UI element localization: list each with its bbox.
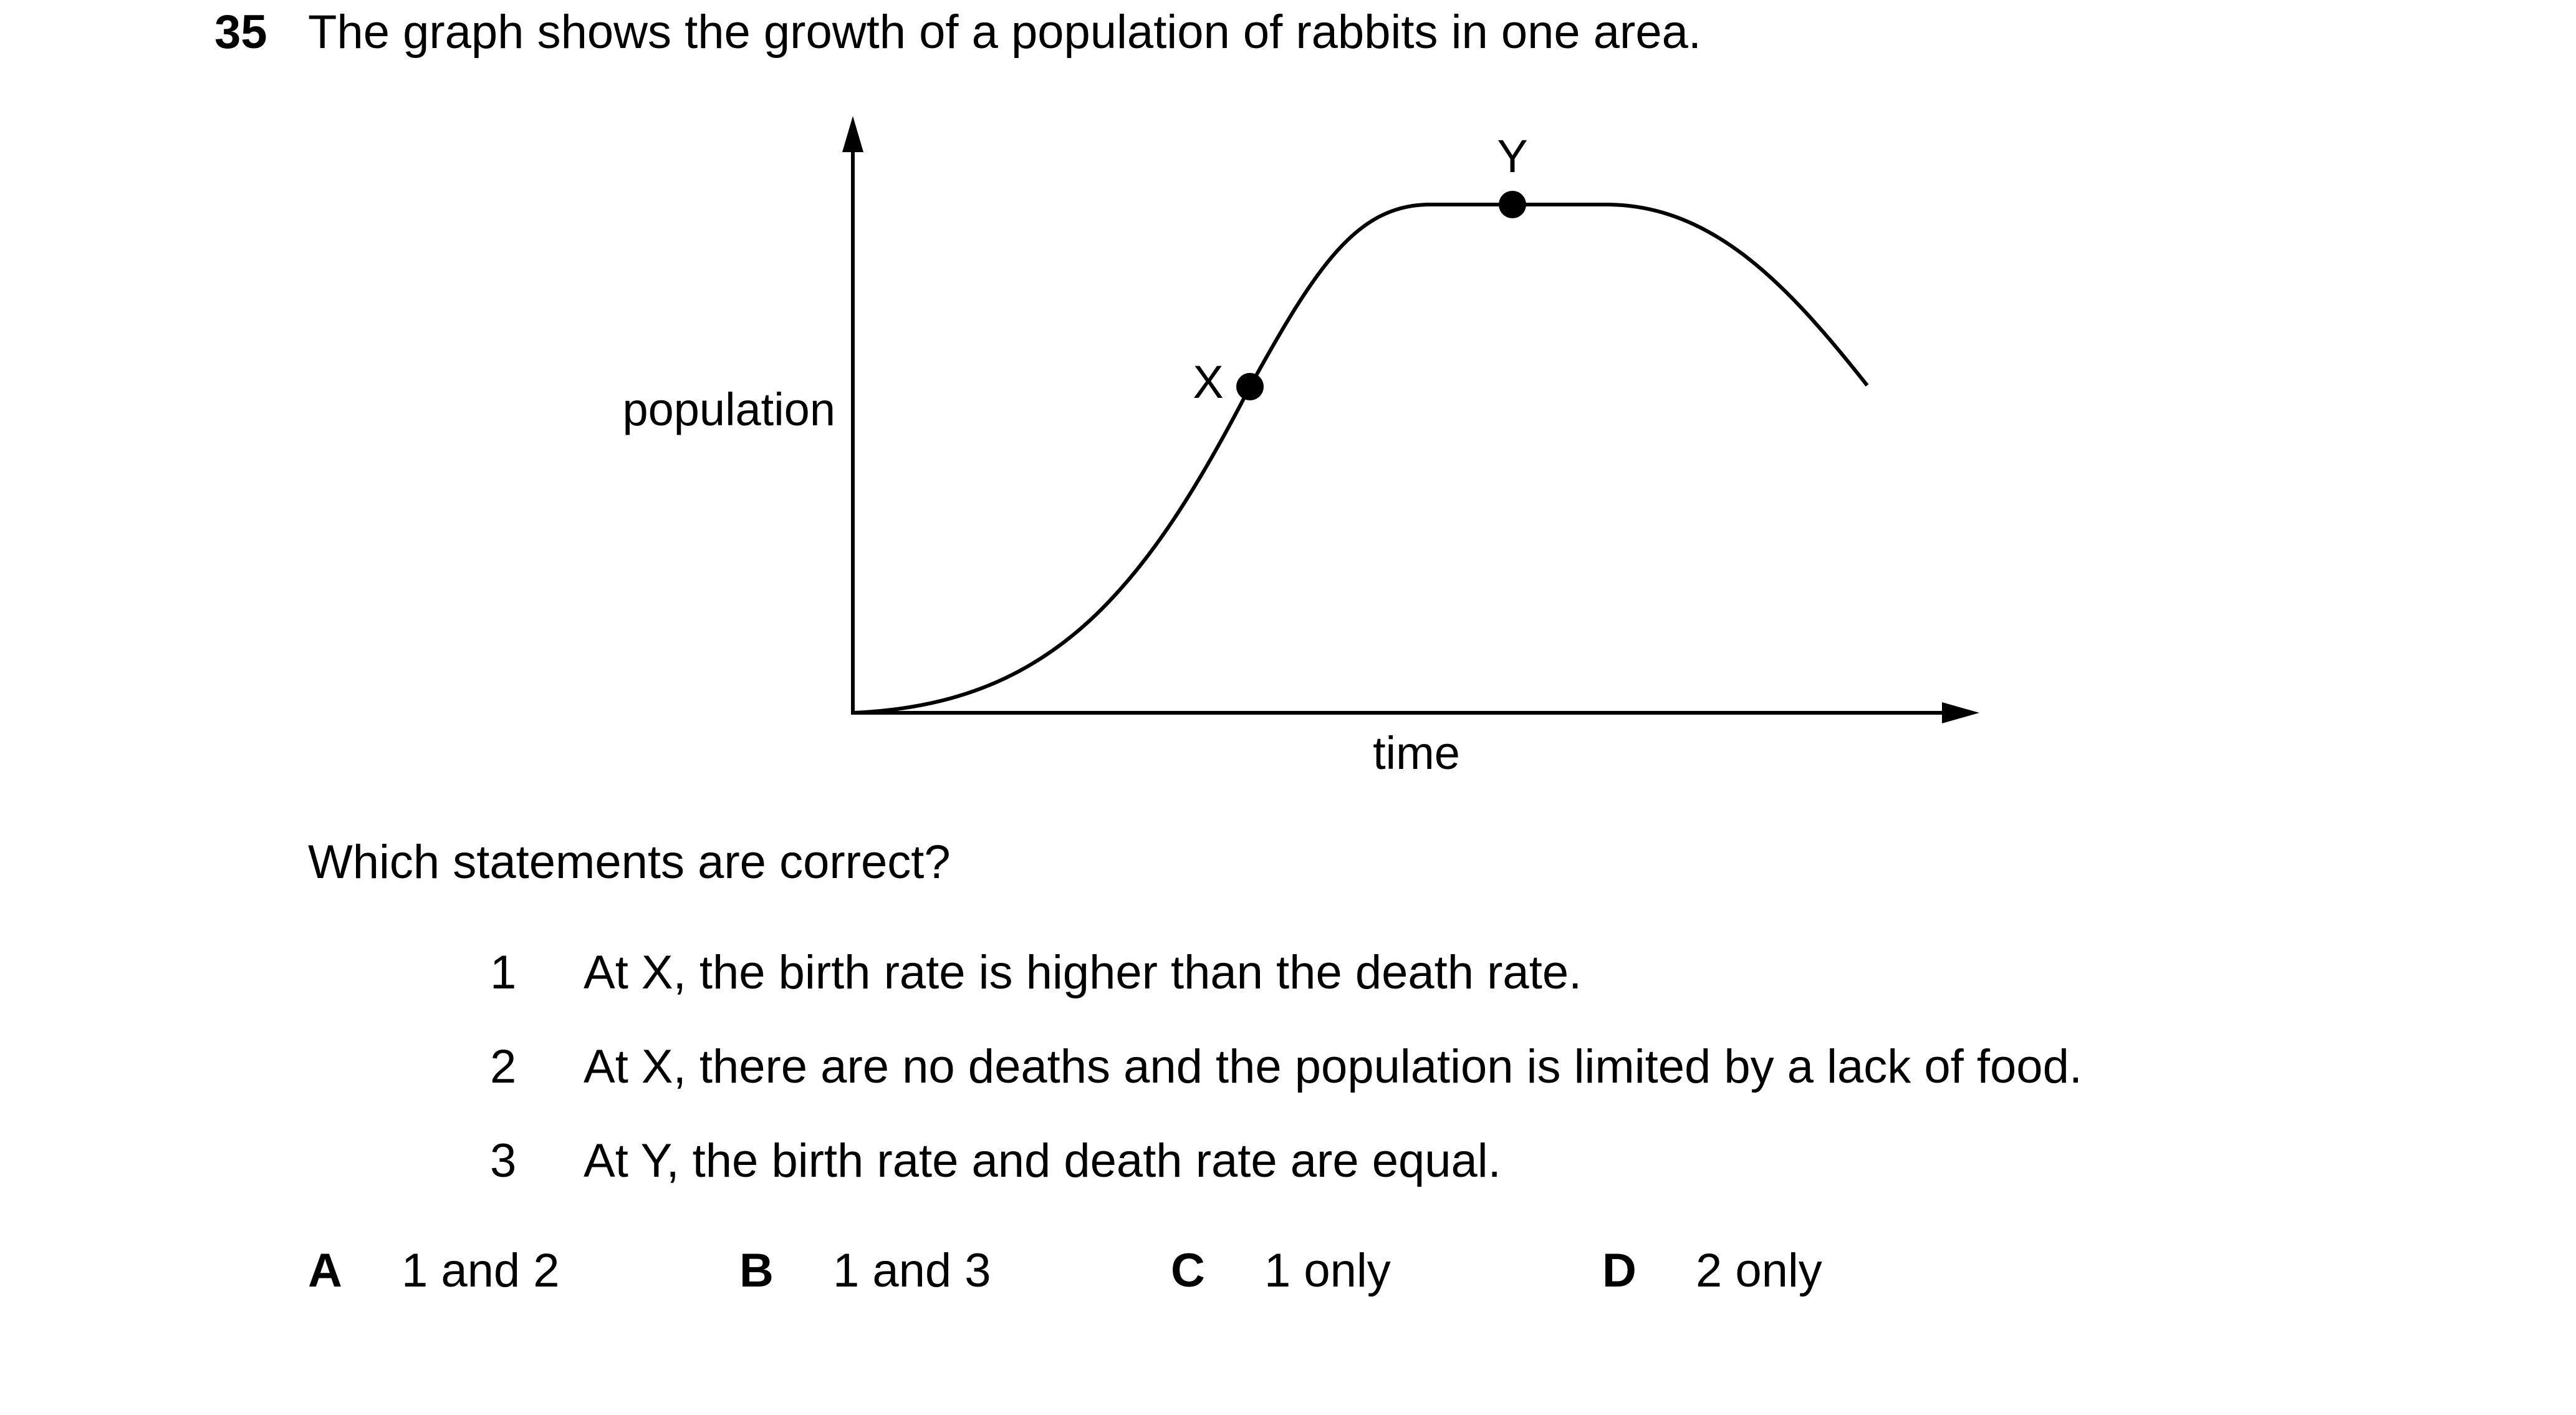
statement-number: 3 <box>490 1134 517 1187</box>
question-header: 35 The graph shows the growth of a popula… <box>214 2 1701 62</box>
statement-number: 1 <box>490 946 517 999</box>
x-axis-label: time <box>1373 727 1460 779</box>
population-graph: X Y population time <box>622 116 1979 779</box>
answer-option-c[interactable]: C 1 only <box>1171 1241 1391 1301</box>
option-letter: C <box>1171 1244 1205 1297</box>
y-axis-arrowhead <box>842 116 863 152</box>
option-text: 1 and 3 <box>833 1244 991 1297</box>
statement-2: 2 At X, there are no deaths and the popul… <box>490 1037 2082 1097</box>
population-curve <box>852 203 1869 715</box>
point-y-label: Y <box>1497 130 1527 182</box>
option-letter: D <box>1602 1244 1636 1297</box>
option-letter: A <box>308 1244 342 1297</box>
statement-1: 1 At X, the birth rate is higher than the… <box>490 943 1582 1003</box>
point-y-marker <box>1499 191 1526 218</box>
option-text: 1 only <box>1264 1244 1391 1297</box>
point-x-label: X <box>1193 356 1223 408</box>
option-letter: B <box>739 1244 774 1297</box>
answer-option-b[interactable]: B 1 and 3 <box>739 1241 991 1301</box>
x-axis-arrowhead <box>1942 702 1979 723</box>
statement-3: 3 At Y, the birth rate and death rate are… <box>490 1131 1501 1191</box>
question-prompt: Which statements are correct? <box>308 836 951 889</box>
y-axis-label: population <box>622 384 835 435</box>
question-number: 35 <box>214 6 267 59</box>
statement-number: 2 <box>490 1040 517 1093</box>
option-text: 1 and 2 <box>401 1244 560 1297</box>
option-text: 2 only <box>1696 1244 1822 1297</box>
statement-text: At X, there are no deaths and the popula… <box>584 1040 2082 1093</box>
answer-option-a[interactable]: A 1 and 2 <box>308 1241 560 1301</box>
statement-text: At Y, the birth rate and death rate are … <box>584 1134 1501 1187</box>
question-stem: The graph shows the growth of a populati… <box>308 6 1701 59</box>
point-x-marker <box>1236 373 1264 400</box>
answer-option-d[interactable]: D 2 only <box>1602 1241 1822 1301</box>
statement-text: At X, the birth rate is higher than the … <box>584 946 1582 999</box>
